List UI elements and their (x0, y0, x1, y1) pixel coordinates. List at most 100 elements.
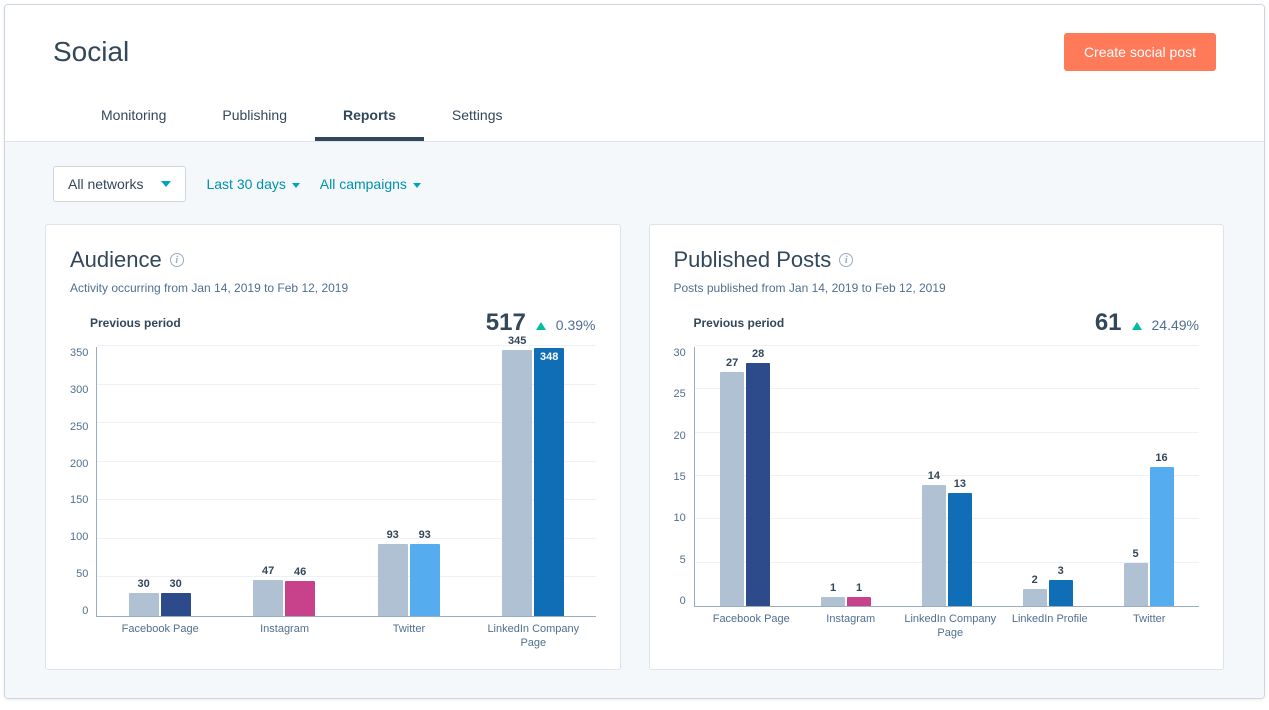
y-tick: 300 (70, 384, 88, 396)
network-select-label: All networks (68, 176, 143, 192)
bar[interactable]: 14 (922, 485, 946, 606)
bar-value-label: 13 (954, 478, 966, 490)
audience-total: 517 (486, 309, 526, 337)
bar-group: 1413 (896, 347, 997, 606)
y-tick: 100 (70, 531, 88, 543)
bar[interactable]: 1 (847, 597, 871, 606)
published-total: 61 (1095, 309, 1122, 337)
info-icon[interactable]: i (839, 253, 853, 267)
bar[interactable]: 27 (720, 372, 744, 606)
y-tick: 200 (70, 458, 88, 470)
bar-value-label: 28 (752, 348, 764, 360)
bar[interactable]: 1 (821, 597, 845, 606)
y-tick: 0 (680, 595, 686, 607)
audience-card: Audience i Activity occurring from Jan 1… (45, 224, 621, 670)
x-label: LinkedIn Profile (1000, 607, 1100, 641)
published-legend-label: Previous period (694, 316, 785, 330)
published-chart: 302520151050272811141323516Facebook Page… (674, 347, 1200, 641)
chevron-down-icon (161, 181, 171, 187)
bar-value-label: 2 (1032, 574, 1038, 586)
audience-chart: 350300250200150100500303047469393345348F… (70, 347, 596, 651)
date-range-label: Last 30 days (206, 176, 285, 192)
page-title: Social (53, 36, 129, 68)
y-tick: 25 (674, 388, 686, 400)
app-frame: Social Create social post MonitoringPubl… (4, 4, 1265, 699)
top-panel: Social Create social post MonitoringPubl… (5, 5, 1264, 141)
bar[interactable]: 28 (746, 363, 770, 606)
published-delta: 24.49% (1152, 317, 1199, 333)
bar[interactable]: 93 (410, 544, 440, 616)
bar-value-label: 27 (726, 357, 738, 369)
audience-legend-label: Previous period (90, 316, 181, 330)
bar[interactable]: 46 (285, 581, 315, 616)
bar-value-label: 16 (1155, 452, 1167, 464)
bar-value-label: 30 (138, 578, 150, 590)
published-stat-row: Previous period 61 24.49% (674, 309, 1200, 337)
audience-title-text: Audience (70, 247, 162, 273)
bar-group: 516 (1098, 347, 1199, 606)
y-tick: 0 (82, 605, 88, 617)
filter-bar: All networks Last 30 days All campaigns (53, 166, 1224, 202)
bar-group: 11 (796, 347, 897, 606)
campaign-filter[interactable]: All campaigns (320, 176, 421, 192)
audience-stat: 517 0.39% (486, 309, 596, 337)
tabs: MonitoringPublishingReportsSettings (73, 93, 1216, 141)
audience-stat-row: Previous period 517 0.39% (70, 309, 596, 337)
bar-group: 2728 (695, 347, 796, 606)
published-subtitle: Posts published from Jan 14, 2019 to Feb… (674, 281, 1200, 295)
campaign-label: All campaigns (320, 176, 407, 192)
y-tick: 30 (674, 347, 686, 359)
chevron-down-icon (413, 183, 421, 188)
info-icon[interactable]: i (170, 253, 184, 267)
bar-value-label: 14 (928, 470, 940, 482)
tab-settings[interactable]: Settings (424, 93, 531, 141)
x-label: Twitter (1100, 607, 1200, 641)
x-label: Facebook Page (702, 607, 802, 641)
tab-monitoring[interactable]: Monitoring (73, 93, 194, 141)
bar-value-label: 93 (419, 529, 431, 541)
bar[interactable]: 13 (948, 493, 972, 606)
bar-group: 23 (997, 347, 1098, 606)
y-tick: 50 (76, 568, 88, 580)
cards-row: Audience i Activity occurring from Jan 1… (45, 224, 1224, 670)
bar[interactable]: 2 (1023, 589, 1047, 606)
y-tick: 5 (680, 554, 686, 566)
published-title-text: Published Posts (674, 247, 832, 273)
chevron-down-icon (292, 183, 300, 188)
x-label: LinkedIn CompanyPage (471, 617, 595, 651)
bar-group: 345348 (471, 347, 596, 616)
bar-value-label: 1 (856, 582, 862, 594)
audience-subtitle: Activity occurring from Jan 14, 2019 to … (70, 281, 596, 295)
y-tick: 15 (674, 471, 686, 483)
bar-value-label: 93 (387, 529, 399, 541)
header-row: Social Create social post (53, 33, 1216, 71)
tab-reports[interactable]: Reports (315, 93, 424, 141)
bar[interactable]: 3 (1049, 580, 1073, 606)
bar[interactable]: 16 (1150, 467, 1174, 606)
tab-publishing[interactable]: Publishing (194, 93, 315, 141)
bar-value-label: 5 (1132, 548, 1138, 560)
bar-value-label: 1 (830, 582, 836, 594)
x-label: Instagram (222, 617, 346, 651)
y-tick: 150 (70, 494, 88, 506)
published-title: Published Posts i (674, 247, 1200, 273)
bar[interactable]: 93 (378, 544, 408, 616)
workspace: All networks Last 30 days All campaigns … (5, 141, 1264, 698)
bar[interactable]: 348 (534, 348, 564, 616)
y-tick: 20 (674, 430, 686, 442)
bar-value-label: 46 (294, 566, 306, 578)
x-label: Instagram (801, 607, 901, 641)
bar-group: 9393 (346, 347, 471, 616)
bar[interactable]: 47 (253, 580, 283, 616)
y-tick: 10 (674, 512, 686, 524)
date-range-filter[interactable]: Last 30 days (206, 176, 299, 192)
published-card: Published Posts i Posts published from J… (649, 224, 1225, 670)
create-social-post-button[interactable]: Create social post (1064, 33, 1216, 71)
bar-group: 4746 (222, 347, 347, 616)
network-select[interactable]: All networks (53, 166, 186, 202)
bar[interactable]: 30 (129, 593, 159, 616)
bar-value-label: 3 (1058, 565, 1064, 577)
bar[interactable]: 345 (502, 350, 532, 616)
bar[interactable]: 30 (161, 593, 191, 616)
bar[interactable]: 5 (1124, 563, 1148, 606)
